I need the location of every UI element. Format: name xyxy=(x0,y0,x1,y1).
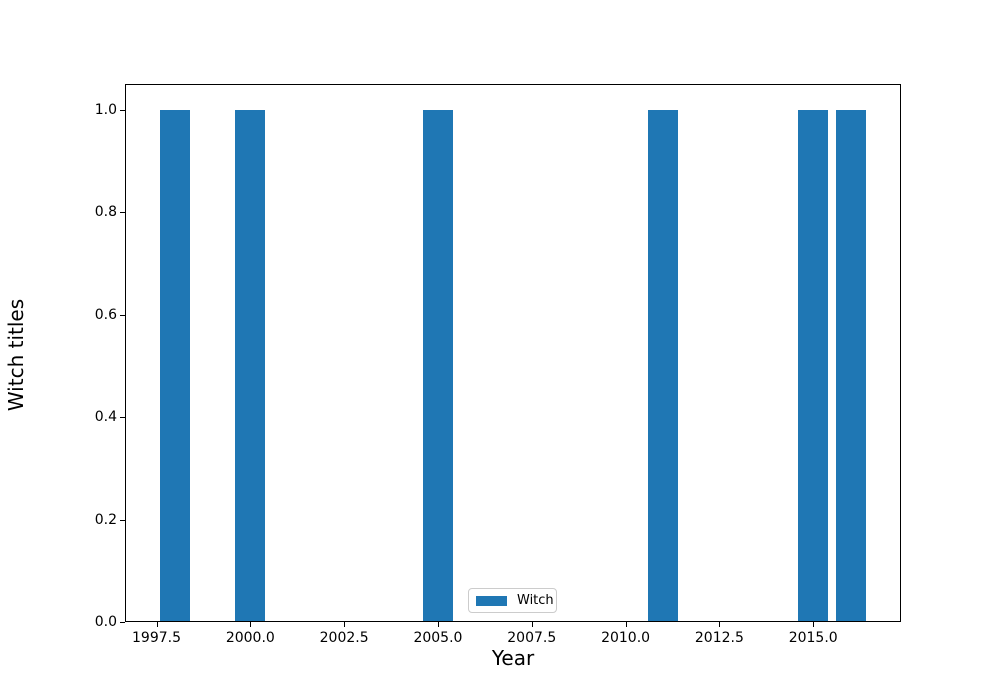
y-tick-label: 1.0 xyxy=(94,101,117,118)
y-tick-mark xyxy=(120,417,125,419)
legend-label: Witch xyxy=(517,593,554,608)
bar xyxy=(235,109,266,621)
x-tick-mark xyxy=(437,622,439,627)
x-tick-mark xyxy=(156,622,158,627)
bar xyxy=(835,109,866,621)
y-tick-label: 0.0 xyxy=(94,614,117,630)
y-axis-label: Witch titles xyxy=(4,298,28,412)
bar xyxy=(798,109,829,621)
y-tick-mark xyxy=(120,519,125,521)
legend: Witch xyxy=(468,588,557,613)
y-tick-label: 0.4 xyxy=(94,409,117,426)
y-tick-mark xyxy=(120,314,125,316)
plot-area xyxy=(125,84,901,622)
x-axis-label: Year xyxy=(491,646,535,670)
x-tick-label: 2007.5 xyxy=(507,630,557,646)
x-tick-mark xyxy=(813,622,815,627)
legend-swatch xyxy=(476,595,507,606)
x-tick-label: 2000.0 xyxy=(225,630,275,646)
y-tick-label: 0.8 xyxy=(94,204,117,221)
x-tick-label: 2005.0 xyxy=(413,630,463,646)
x-tick-label: 2002.5 xyxy=(319,630,369,646)
y-tick-label: 0.6 xyxy=(94,306,117,323)
x-tick-mark xyxy=(719,622,721,627)
bar xyxy=(648,109,679,621)
y-tick-mark xyxy=(120,622,125,623)
bar xyxy=(422,109,453,621)
x-tick-label: 1997.5 xyxy=(132,630,182,646)
y-tick-label: 0.2 xyxy=(94,511,117,528)
x-tick-mark xyxy=(531,622,533,627)
x-tick-mark xyxy=(625,622,627,627)
y-tick-mark xyxy=(120,212,125,214)
x-tick-label: 2012.5 xyxy=(694,630,744,646)
x-tick-mark xyxy=(250,622,252,627)
x-tick-label: 2010.0 xyxy=(601,630,651,646)
x-tick-mark xyxy=(344,622,346,627)
x-tick-label: 2015.0 xyxy=(788,630,838,646)
y-tick-mark xyxy=(120,109,125,111)
bar xyxy=(160,109,191,621)
